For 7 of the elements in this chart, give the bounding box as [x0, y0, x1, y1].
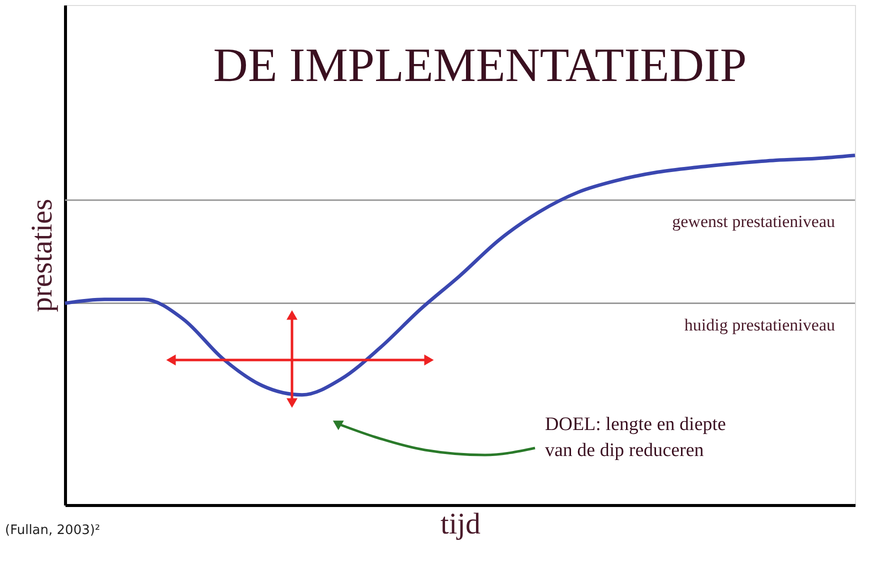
- annotation: DOEL: lengte en diepte van de dip reduceren: [545, 414, 726, 461]
- ref-line-label: gewenst prestatieniveau: [672, 212, 836, 232]
- ref-line-label: huidig prestatieniveau: [684, 315, 836, 334]
- y-axis-title: prestaties: [26, 198, 58, 312]
- chart-title: DE IMPLEMENTATIEDIP: [213, 39, 747, 92]
- text: (Fullan, 2003)²: [5, 523, 100, 538]
- x-axis-title: tijd: [440, 508, 481, 540]
